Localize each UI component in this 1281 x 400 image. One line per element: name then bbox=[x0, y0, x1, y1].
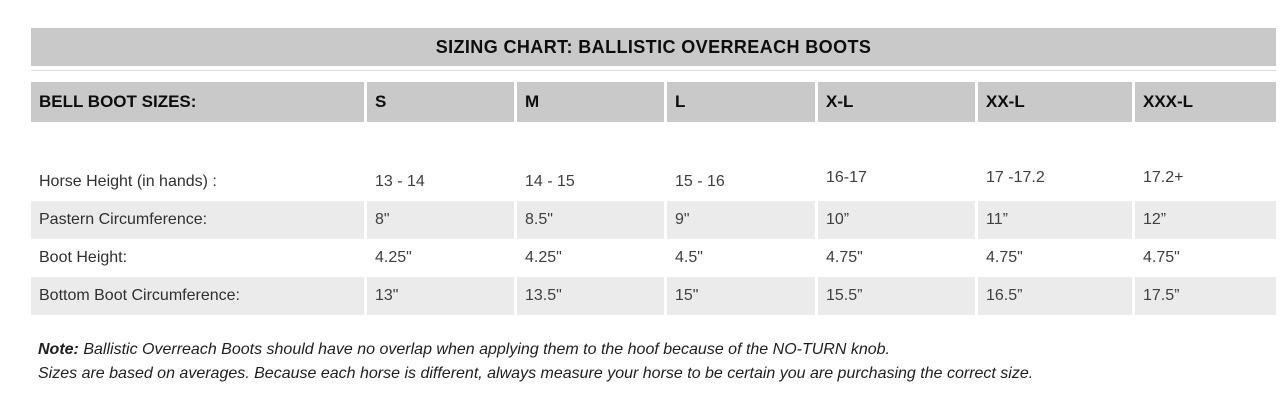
cell-value: 4.75" bbox=[978, 239, 1132, 277]
cell-value: 17.2+ bbox=[1135, 163, 1276, 201]
row-label: Horse Height (in hands) : bbox=[31, 163, 364, 201]
cell-value: 13 - 14 bbox=[367, 163, 514, 201]
row-label: Bottom Boot Circumference: bbox=[31, 277, 364, 315]
cell-value: 16-17 bbox=[818, 163, 975, 201]
size-col-header-s: S bbox=[367, 82, 514, 122]
cell-value: 15 - 16 bbox=[667, 163, 815, 201]
cell-value: 4.5" bbox=[667, 239, 815, 277]
cell-value: 10” bbox=[818, 201, 975, 239]
cell-value: 4.75" bbox=[818, 239, 975, 277]
size-col-header-xl: X-L bbox=[818, 82, 975, 122]
cell-value: 15.5” bbox=[818, 277, 975, 315]
cell-value: 8" bbox=[367, 201, 514, 239]
cell-value: 15" bbox=[667, 277, 815, 315]
table-row-pastern-circumference: Pastern Circumference: 8" 8.5" 9" 10” 11… bbox=[31, 201, 1276, 239]
cell-value: 8.5" bbox=[517, 201, 664, 239]
cell-value: 4.25" bbox=[367, 239, 514, 277]
size-col-header-xxxl: XXX-L bbox=[1135, 82, 1276, 122]
cell-value: 12” bbox=[1135, 201, 1276, 239]
row-label: Pastern Circumference: bbox=[31, 201, 364, 239]
cell-value: 13" bbox=[367, 277, 514, 315]
cell-value: 4.25" bbox=[517, 239, 664, 277]
sizing-chart-table: SIZING CHART: BALLISTIC OVERREACH BOOTS … bbox=[31, 28, 1276, 315]
size-col-header-l: L bbox=[667, 82, 815, 122]
cell-value: 11” bbox=[978, 201, 1132, 239]
title-divider bbox=[31, 70, 1276, 71]
cell-value: 9" bbox=[667, 201, 815, 239]
table-row-bottom-boot-circumference: Bottom Boot Circumference: 13" 13.5" 15"… bbox=[31, 277, 1276, 315]
chart-title: SIZING CHART: BALLISTIC OVERREACH BOOTS bbox=[435, 36, 872, 57]
table-row-boot-height: Boot Height: 4.25" 4.25" 4.5" 4.75" 4.75… bbox=[31, 239, 1276, 277]
cell-value: 4.75" bbox=[1135, 239, 1276, 277]
cell-value: 17 -17.2 bbox=[978, 163, 1132, 201]
note-line-1: Note: Ballistic Overreach Boots should h… bbox=[38, 341, 890, 358]
header-label: BELL BOOT SIZES: bbox=[31, 82, 364, 122]
size-col-header-m: M bbox=[517, 82, 664, 122]
row-label: Boot Height: bbox=[31, 239, 364, 277]
cell-value: 14 - 15 bbox=[517, 163, 664, 201]
sizing-note: Note: Ballistic Overreach Boots should h… bbox=[38, 338, 1248, 386]
chart-title-bar: SIZING CHART: BALLISTIC OVERREACH BOOTS bbox=[31, 28, 1276, 66]
cell-value: 17.5” bbox=[1135, 277, 1276, 315]
header-gap bbox=[31, 122, 1276, 163]
size-col-header-xxl: XX-L bbox=[978, 82, 1132, 122]
note-line-2: Sizes are based on averages. Because eac… bbox=[38, 365, 1034, 382]
cell-value: 13.5" bbox=[517, 277, 664, 315]
note-label: Note: bbox=[38, 341, 79, 358]
table-row-horse-height: Horse Height (in hands) : 13 - 14 14 - 1… bbox=[31, 163, 1276, 201]
cell-value: 16.5” bbox=[978, 277, 1132, 315]
table-header-row: BELL BOOT SIZES: S M L X-L XX-L XXX-L bbox=[31, 82, 1276, 122]
